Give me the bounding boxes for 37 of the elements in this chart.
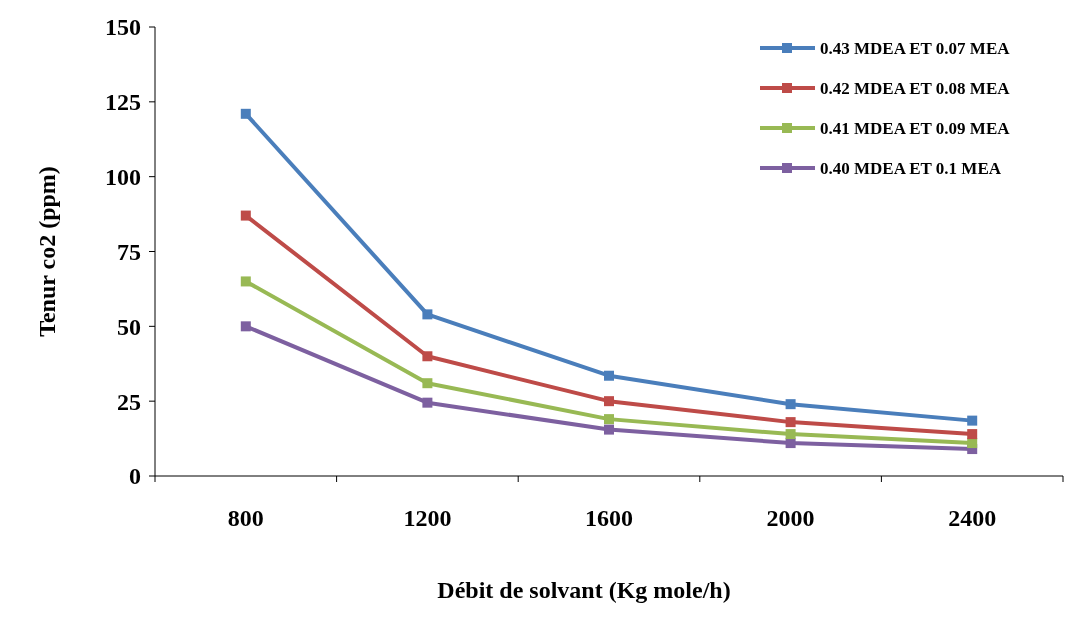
x-tick-label: 1200: [403, 505, 452, 531]
point: [422, 397, 433, 408]
legend-label: 0.40 MDEA ET 0.1 MEA: [820, 158, 1002, 178]
point: [604, 414, 614, 425]
point: [785, 429, 796, 440]
point: [604, 424, 614, 435]
point: [967, 429, 978, 440]
point: [240, 321, 251, 332]
y-tick-label: 125: [105, 89, 141, 116]
point: [967, 415, 978, 426]
legend-label: 0.42 MDEA ET 0.08 MEA: [820, 78, 1011, 98]
x-tick-label: 2000: [766, 505, 815, 531]
point: [240, 108, 251, 119]
point: [785, 399, 796, 410]
y-tick-label: 100: [105, 164, 141, 191]
legend-label: 0.41 MDEA ET 0.09 MEA: [820, 118, 1011, 138]
point: [604, 370, 614, 381]
y-tick-label: 150: [105, 14, 141, 41]
point: [785, 438, 796, 449]
x-axis-title: Débit de solvant (Kg mole/h): [437, 577, 731, 603]
x-tick-label: 1600: [585, 505, 633, 531]
y-axis-title: Tenur co2 (ppm): [34, 166, 60, 337]
point: [422, 309, 433, 320]
x-tick-label: 2400: [948, 505, 997, 531]
point: [240, 276, 251, 287]
y-tick-label: 50: [117, 313, 141, 340]
point: [422, 378, 433, 389]
point: [785, 417, 796, 428]
point: [967, 438, 978, 449]
y-tick-label: 25: [117, 388, 141, 415]
x-tick-label: 800: [227, 505, 264, 531]
legend-label: 0.43 MDEA ET 0.07 MEA: [820, 38, 1011, 58]
point: [240, 210, 251, 221]
point: [422, 351, 433, 362]
y-tick-label: 0: [129, 463, 141, 490]
y-tick-label: 75: [117, 238, 141, 265]
point: [604, 396, 614, 407]
